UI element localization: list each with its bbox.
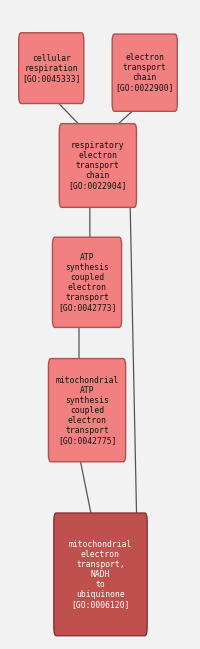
- FancyBboxPatch shape: [59, 123, 136, 208]
- Text: mitochondrial
electron
transport,
NADH
to
ubiquinone
[GO:0006120]: mitochondrial electron transport, NADH t…: [68, 540, 132, 609]
- Text: respiratory
electron
transport
chain
[GO:0022904]: respiratory electron transport chain [GO…: [68, 141, 127, 190]
- FancyBboxPatch shape: [54, 513, 146, 636]
- FancyBboxPatch shape: [112, 34, 176, 112]
- FancyBboxPatch shape: [48, 358, 125, 462]
- Text: mitochondrial
ATP
synthesis
coupled
electron
transport
[GO:0042775]: mitochondrial ATP synthesis coupled elec…: [55, 376, 118, 445]
- Text: electron
transport
chain
[GO:0022900]: electron transport chain [GO:0022900]: [115, 53, 173, 92]
- FancyBboxPatch shape: [19, 32, 83, 103]
- FancyBboxPatch shape: [52, 238, 121, 328]
- Text: ATP
synthesis
coupled
electron
transport
[GO:0042773]: ATP synthesis coupled electron transport…: [57, 252, 116, 312]
- Text: cellular
respiration
[GO:0045333]: cellular respiration [GO:0045333]: [22, 54, 80, 82]
